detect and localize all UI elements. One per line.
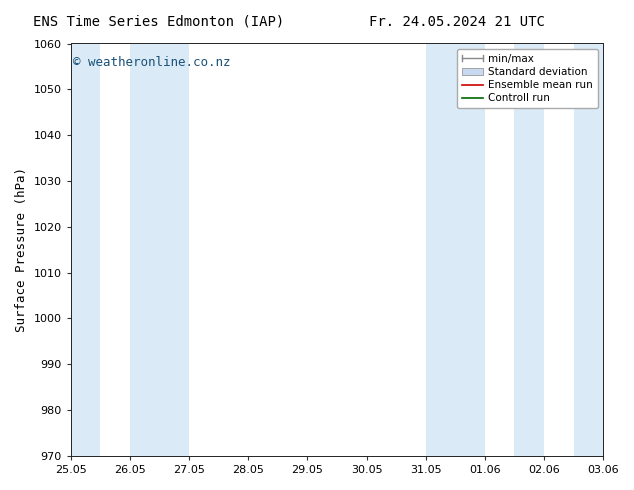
- Y-axis label: Surface Pressure (hPa): Surface Pressure (hPa): [15, 167, 28, 332]
- Bar: [130, 44, 189, 456]
- Bar: [514, 44, 544, 456]
- Bar: [574, 44, 603, 456]
- Bar: [71, 44, 100, 456]
- Text: ENS Time Series Edmonton (IAP): ENS Time Series Edmonton (IAP): [33, 15, 284, 29]
- Legend: min/max, Standard deviation, Ensemble mean run, Controll run: min/max, Standard deviation, Ensemble me…: [456, 49, 598, 108]
- Bar: [425, 44, 485, 456]
- Text: © weatheronline.co.nz: © weatheronline.co.nz: [74, 56, 231, 69]
- Text: Fr. 24.05.2024 21 UTC: Fr. 24.05.2024 21 UTC: [368, 15, 545, 29]
